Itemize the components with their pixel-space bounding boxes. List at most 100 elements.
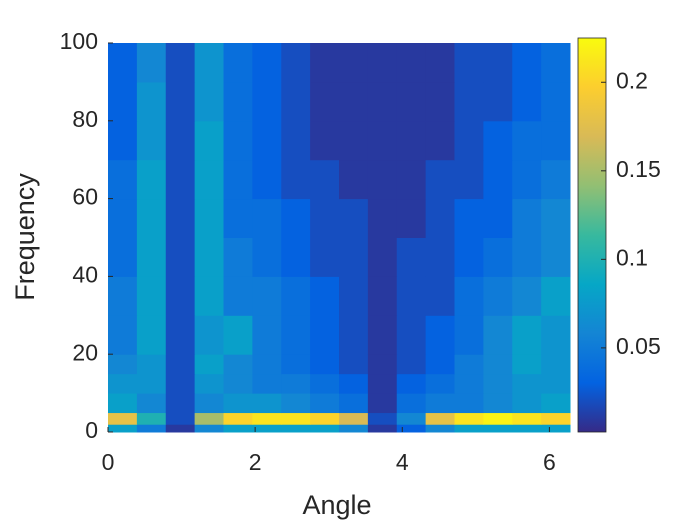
heatmap-cell <box>223 198 253 238</box>
heatmap-cell <box>425 354 455 375</box>
heatmap-cell <box>512 43 542 83</box>
heatmap-cell <box>367 412 398 425</box>
heatmap-cell <box>367 373 398 394</box>
heatmap-cell <box>541 424 571 433</box>
heatmap-cell <box>108 412 138 425</box>
heatmap-cell <box>310 120 340 161</box>
heatmap-cell <box>454 276 484 316</box>
x-tick-label: 2 <box>249 449 262 475</box>
heatmap-cell <box>541 393 571 414</box>
heatmap-cell <box>367 159 398 200</box>
heatmap-cell <box>281 120 311 161</box>
heatmap-cell <box>396 198 427 238</box>
heatmap-cell <box>310 393 340 414</box>
heatmap-cell <box>483 81 513 122</box>
heatmap-cell <box>108 43 138 83</box>
heatmap-cell <box>396 237 427 277</box>
heatmap-cell <box>454 412 484 425</box>
heatmap-cell <box>483 393 513 414</box>
heatmap-cell <box>367 393 398 414</box>
heatmap-cell <box>339 81 369 122</box>
heatmap-cell <box>367 81 398 122</box>
heatmap-cell <box>194 373 224 394</box>
heatmap-cell <box>281 424 311 433</box>
heatmap-cell <box>310 159 340 200</box>
heatmap-cell <box>425 198 455 238</box>
heatmap-cell <box>454 354 484 375</box>
heatmap-cell <box>310 43 340 83</box>
heatmap-cell <box>252 159 282 200</box>
heatmap-cell <box>396 81 427 122</box>
heatmap-cell <box>223 120 253 161</box>
heatmap-cell <box>194 81 224 122</box>
heatmap-cell <box>425 315 455 355</box>
colorbar-tick-label: 0.1 <box>616 244 648 270</box>
heatmap-cell <box>367 120 398 161</box>
heatmap-cell <box>194 159 224 200</box>
heatmap-cell <box>223 43 253 83</box>
heatmap-cell <box>136 424 167 433</box>
heatmap-cell <box>165 159 196 200</box>
heatmap-cell <box>281 43 311 83</box>
heatmap-cell <box>108 424 138 433</box>
heatmap-cell <box>108 159 138 200</box>
heatmap-cell <box>454 81 484 122</box>
heatmap-cell <box>425 393 455 414</box>
heatmap-cell <box>454 198 484 238</box>
heatmap-cell <box>425 412 455 425</box>
heatmap-cell <box>396 43 427 83</box>
x-tick-label: 4 <box>396 449 409 475</box>
heatmap-cell <box>339 412 369 425</box>
heatmap-cell <box>396 373 427 394</box>
heatmap-cell <box>454 393 484 414</box>
heatmap-cell <box>252 198 282 238</box>
heatmap-cell <box>454 373 484 394</box>
heatmap-cell <box>252 373 282 394</box>
heatmap-cell <box>136 237 167 277</box>
heatmap-cell <box>512 315 542 355</box>
heatmap-cell <box>281 393 311 414</box>
heatmap-cell <box>108 276 138 316</box>
heatmap-cell <box>512 120 542 161</box>
x-axis-title: Angle <box>302 490 371 520</box>
heatmap-cell <box>194 315 224 355</box>
heatmap-cell <box>165 354 196 375</box>
heatmap-cell <box>541 276 571 316</box>
y-tick-label: 100 <box>60 28 98 54</box>
heatmap-cell <box>367 315 398 355</box>
heatmap-cell <box>483 198 513 238</box>
heatmap-cell <box>339 276 369 316</box>
heatmap-cell <box>541 81 571 122</box>
heatmap-cell <box>454 43 484 83</box>
heatmap-cell <box>108 237 138 277</box>
heatmap-cell <box>512 198 542 238</box>
heatmap-cell <box>396 159 427 200</box>
heatmap-cell <box>512 354 542 375</box>
heatmap-cell <box>194 424 224 433</box>
heatmap-cell <box>252 120 282 161</box>
heatmap-cell <box>252 393 282 414</box>
heatmap-cell <box>252 315 282 355</box>
heatmap-cell <box>541 43 571 83</box>
heatmap-cell <box>165 198 196 238</box>
heatmap-cell <box>367 237 398 277</box>
heatmap-cell <box>425 81 455 122</box>
heatmap-cell <box>339 424 369 433</box>
heatmap-cell <box>136 315 167 355</box>
heatmap-cell <box>512 159 542 200</box>
heatmap-cell <box>136 198 167 238</box>
heatmap-cell <box>281 412 311 425</box>
heatmap-cell <box>310 198 340 238</box>
heatmap-cell <box>541 354 571 375</box>
heatmap-cell <box>194 393 224 414</box>
heatmap-cell <box>165 276 196 316</box>
heatmap-cell <box>108 198 138 238</box>
heatmap-cell <box>310 354 340 375</box>
heatmap-cell <box>396 424 427 433</box>
heatmap-cell <box>223 81 253 122</box>
heatmap-cell <box>165 412 196 425</box>
heatmap-cell <box>281 198 311 238</box>
heatmap-cell <box>165 393 196 414</box>
heatmap-cell <box>396 276 427 316</box>
heatmap-cell <box>396 120 427 161</box>
